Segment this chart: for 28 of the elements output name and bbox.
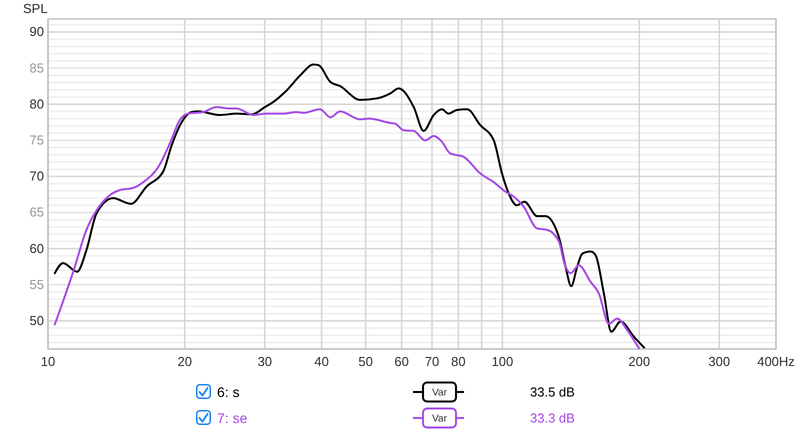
y-tick-label: 60: [30, 240, 44, 256]
x-tick-label: 80: [451, 354, 466, 370]
x-tick-label: 60: [394, 354, 409, 370]
y-tick-label: 70: [30, 168, 44, 184]
x-tick-label: 50: [358, 354, 373, 370]
text: 6: s: [217, 384, 240, 400]
x-tick-label: 70: [424, 354, 440, 370]
x-tick-label: 100: [492, 354, 514, 370]
text: Var: [432, 388, 448, 398]
y-axis-title: SPL: [23, 1, 48, 16]
y-tick-label: 50: [30, 313, 44, 328]
text: 7: se: [217, 410, 248, 426]
x-tick-label: 400Hz: [757, 354, 795, 370]
y-tick-label: 80: [30, 96, 44, 112]
x-tick-label: 300: [708, 354, 730, 370]
text: 33.3 dB: [530, 410, 575, 426]
x-tick-label: 10: [40, 354, 56, 370]
x-tick-label: 200: [628, 354, 650, 370]
x-tick-label: 30: [258, 354, 272, 370]
y-tick-label: 85: [30, 60, 44, 76]
text: 33.5 dB: [530, 384, 575, 400]
y-tick-label: 90: [30, 24, 44, 40]
y-tick-label: 65: [30, 204, 44, 220]
text: Var: [432, 414, 448, 424]
y-tick-label: 55: [30, 276, 44, 292]
y-tick-label: 75: [30, 132, 44, 148]
x-tick-label: 20: [178, 354, 192, 370]
x-tick-label: 40: [314, 354, 329, 370]
